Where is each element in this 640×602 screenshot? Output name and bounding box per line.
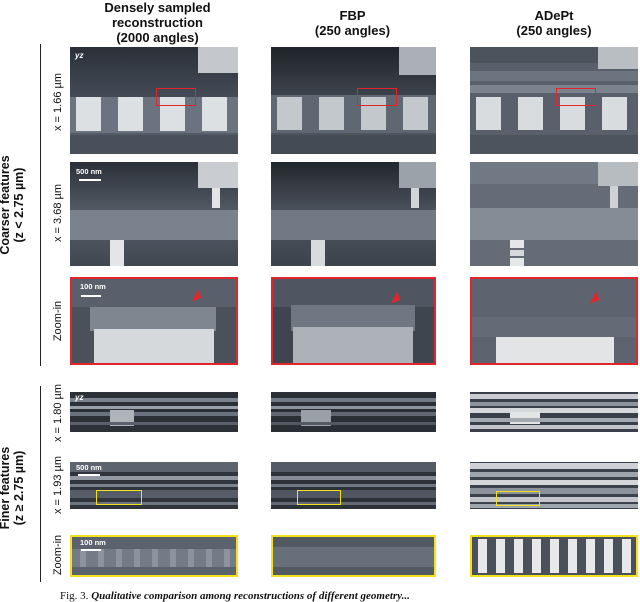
image-panel-fbp-r4 [271, 392, 436, 432]
row-label: x = 1.93 µm [52, 455, 64, 515]
zoom-panel-fbp-coarse [271, 277, 436, 365]
plane-tag: yz [75, 51, 84, 60]
image-panel-fbp-r1 [271, 47, 436, 154]
image-panel-dense-r1: yz [70, 47, 238, 154]
group-label-line: Finer features [0, 446, 12, 530]
roi-box-red [357, 88, 397, 106]
column-title-line: ADePt [534, 8, 574, 23]
group-label-fine: Finer features (z ≥ 2.75 µm) [0, 447, 26, 530]
figure-caption: Fig. 3. Qualitative comparison among rec… [60, 590, 410, 602]
column-title-line: Densely sampled [104, 0, 211, 15]
column-title-line: reconstruction [111, 15, 203, 30]
image-panel-adept-r5 [470, 462, 638, 509]
scale-label-500nm: 500 nm [76, 167, 102, 176]
roi-box-red [556, 88, 596, 106]
column-title-fbp: FBP (250 angles) [270, 8, 435, 38]
scale-label-500nm: 500 nm [76, 463, 102, 472]
row-label: Zoom-in [52, 534, 64, 576]
row-label: x = 3.68 µm [52, 183, 64, 243]
scale-bar [81, 549, 101, 551]
group-label-line: Coarser features [0, 155, 12, 255]
row-label: Zoom-in [52, 300, 64, 342]
group-label-line: (z < 2.75 µm) [12, 167, 26, 243]
scale-label-100nm: 100 nm [80, 538, 106, 547]
caption-prefix: Fig. 3. [60, 590, 89, 602]
caption-text: Qualitative comparison among reconstruct… [91, 590, 410, 602]
zoom-panel-fbp-fine [271, 535, 436, 577]
scale-label-100nm: 100 nm [80, 282, 106, 291]
roi-box-red [156, 88, 196, 106]
row-label: x = 1.66 µm [52, 72, 64, 132]
image-panel-dense-r2: 500 nm [70, 162, 238, 266]
group-label-line: (z ≥ 2.75 µm) [12, 450, 26, 526]
column-title-dense: Densely sampled reconstruction (2000 ang… [70, 0, 245, 45]
image-panel-fbp-r5 [271, 462, 436, 509]
scale-bar [81, 295, 101, 297]
scale-bar [79, 179, 101, 181]
image-panel-adept-r2 [470, 162, 638, 266]
group-bracket-coarse [40, 44, 41, 366]
group-bracket-fine [40, 386, 41, 582]
roi-box-yellow [297, 490, 341, 505]
image-panel-fbp-r2 [271, 162, 436, 266]
column-title-line: FBP [339, 8, 366, 23]
zoom-panel-dense-coarse: 100 nm [70, 277, 238, 365]
zoom-panel-adept-fine [470, 535, 638, 577]
image-panel-adept-r1 [470, 47, 638, 154]
roi-box-yellow [96, 490, 142, 505]
image-panel-dense-r5: 500 nm [70, 462, 238, 509]
group-label-coarse: Coarser features (z < 2.75 µm) [0, 155, 26, 254]
roi-box-yellow [496, 491, 540, 506]
column-title-line: (250 angles) [516, 23, 592, 38]
zoom-panel-dense-fine: 100 nm [70, 535, 238, 577]
row-label: x = 1.80 µm [52, 383, 64, 443]
column-title-line: (2000 angles) [116, 30, 199, 45]
plane-tag: yz [75, 393, 84, 402]
image-panel-adept-r4 [470, 392, 638, 432]
image-panel-dense-r4: yz [70, 392, 238, 432]
scale-bar [78, 474, 100, 476]
column-title-line: (250 angles) [314, 23, 391, 38]
column-title-adept: ADePt (250 angles) [470, 8, 638, 38]
zoom-panel-adept-coarse [470, 277, 638, 365]
